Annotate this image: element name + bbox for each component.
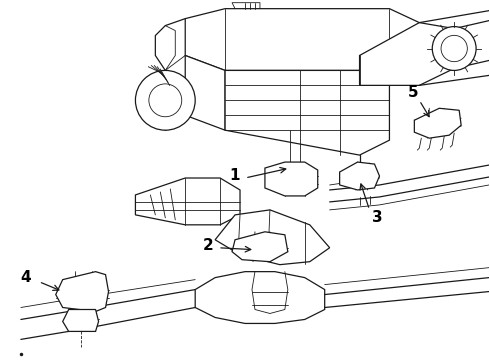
Text: 5: 5 [408, 85, 418, 100]
Text: 3: 3 [372, 210, 383, 225]
Polygon shape [185, 55, 225, 130]
Circle shape [135, 71, 195, 130]
Text: 1: 1 [230, 167, 240, 183]
Polygon shape [56, 272, 108, 311]
Polygon shape [63, 310, 98, 332]
Text: 2: 2 [203, 238, 214, 253]
Polygon shape [232, 232, 288, 262]
Circle shape [149, 84, 182, 117]
Polygon shape [215, 210, 330, 265]
Polygon shape [135, 178, 240, 225]
Circle shape [432, 27, 476, 71]
Text: 4: 4 [21, 270, 31, 285]
Polygon shape [415, 108, 461, 138]
Polygon shape [185, 9, 419, 71]
Polygon shape [195, 272, 325, 323]
Polygon shape [265, 162, 318, 196]
Polygon shape [225, 71, 390, 155]
Polygon shape [340, 162, 379, 190]
Circle shape [441, 35, 467, 62]
Polygon shape [360, 23, 454, 85]
